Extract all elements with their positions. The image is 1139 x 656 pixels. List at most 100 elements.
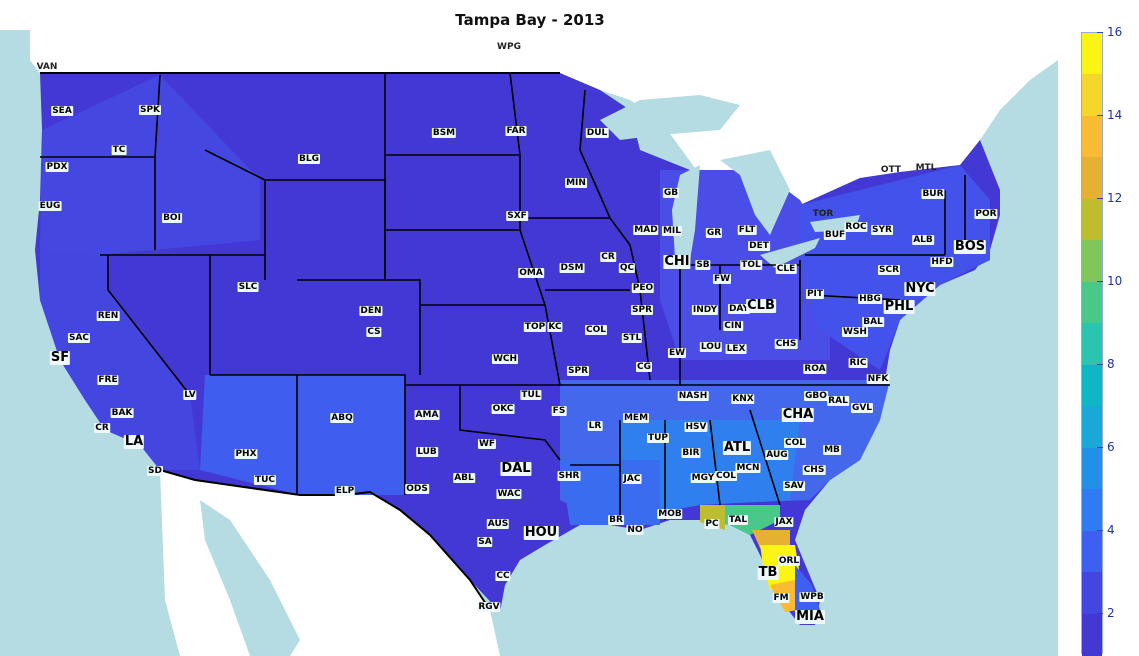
city-label: FLT — [737, 225, 757, 235]
city-label: GB — [662, 188, 680, 198]
city-label: DAL — [500, 461, 532, 476]
city-label: TAL — [727, 515, 749, 525]
city-label: WF — [477, 439, 497, 449]
city-label: PHX — [234, 449, 258, 459]
city-label: CIN — [723, 321, 743, 331]
city-label: SYR — [871, 225, 893, 235]
colorbar-bin — [1082, 281, 1102, 325]
city-label: SD — [147, 466, 163, 476]
city-label: DSM — [559, 263, 585, 273]
city-label: BLG — [298, 154, 320, 164]
city-label: COL — [585, 325, 607, 335]
city-label: PDX — [45, 162, 69, 172]
colorbar-tick-label: 6 — [1107, 439, 1115, 454]
map-title: Tampa Bay - 2013 — [455, 11, 605, 29]
city-label: AUG — [765, 450, 789, 460]
city-label: MB — [823, 445, 841, 455]
city-label: LA — [123, 434, 145, 449]
city-label: BSM — [431, 128, 457, 138]
city-label: ABQ — [330, 413, 354, 423]
city-label: BOI — [162, 213, 182, 223]
city-label: OKC — [491, 404, 515, 414]
colorbar-tick-label: 16 — [1107, 25, 1123, 39]
city-label: FM — [772, 593, 790, 603]
city-label: WPG — [497, 42, 521, 52]
city-label: WAC — [496, 489, 522, 499]
colorbar-tick-mark — [1097, 32, 1103, 33]
city-label: NFK — [866, 374, 890, 384]
city-label: BOS — [953, 239, 987, 254]
northwest-region — [40, 75, 260, 255]
us-mexico-border — [159, 469, 491, 611]
gulf-of-california — [200, 500, 300, 656]
colorbar-tick-mark — [1097, 363, 1103, 365]
colorbar-tick-label: 4 — [1107, 522, 1115, 537]
city-label: MTL — [915, 163, 937, 173]
city-label: MOB — [657, 509, 683, 519]
colorbar-tick-mark — [1097, 114, 1103, 116]
city-label: NASH — [677, 391, 709, 401]
city-label: ODS — [405, 484, 429, 494]
city-label: TUC — [253, 475, 277, 485]
city-label: KC — [547, 322, 563, 332]
city-label: CR — [600, 252, 616, 262]
city-label: ROC — [844, 222, 868, 232]
colorbar-bin — [1082, 489, 1102, 532]
city-label: NO — [626, 525, 644, 535]
city-label: SLC — [237, 282, 259, 292]
city-label: SB — [695, 260, 711, 270]
city-label: RAL — [827, 396, 849, 406]
city-label: SA — [477, 537, 493, 547]
city-label: VAN — [36, 62, 58, 72]
colorbar-tick-label: 2 — [1107, 605, 1115, 620]
colorbar — [1081, 32, 1103, 656]
city-label: PEO — [631, 283, 655, 293]
colorbar-bin — [1082, 115, 1102, 159]
city-label: CHS — [802, 465, 826, 475]
city-label: TC — [111, 145, 127, 155]
city-label: NYC — [904, 281, 936, 296]
colorbar-bin — [1082, 406, 1102, 449]
city-label: PIT — [805, 289, 825, 299]
city-label: GR — [705, 228, 723, 238]
city-label: HOU — [523, 525, 559, 540]
colorbar-bin — [1082, 447, 1102, 491]
city-label: JAX — [774, 517, 794, 527]
colorbar-tick-mark — [1097, 612, 1103, 614]
city-label: LR — [587, 421, 603, 431]
colorbar-tick-mark — [1097, 280, 1103, 282]
city-label: ATL — [722, 440, 752, 455]
city-label: CHI — [663, 254, 691, 269]
city-label: INDY — [691, 305, 719, 315]
city-label: BAK — [110, 408, 134, 418]
colorbar-tick-mark — [1097, 529, 1103, 531]
colorbar-bin — [1082, 33, 1102, 76]
city-label: LOU — [699, 342, 723, 352]
city-label: MIN — [565, 178, 587, 188]
city-label: GBO — [804, 391, 828, 401]
city-label: ORL — [777, 556, 801, 566]
colorbar-bin — [1082, 240, 1102, 283]
city-label: WSH — [842, 327, 868, 337]
city-label: PHL — [883, 299, 915, 314]
city-label: FAR — [505, 126, 527, 136]
city-label: CC — [495, 571, 511, 581]
city-label: TOP — [523, 322, 547, 332]
city-label: TOL — [740, 260, 762, 270]
city-label: TB — [757, 565, 779, 580]
city-label: POR — [974, 209, 998, 219]
city-label: CLB — [746, 298, 776, 313]
city-label: WPB — [799, 592, 825, 602]
city-label: MAD — [633, 225, 659, 235]
city-label: MIL — [661, 226, 683, 236]
colorbar-bin — [1082, 74, 1102, 117]
colorbar-bin — [1082, 364, 1102, 408]
city-label: SCR — [877, 265, 901, 275]
city-label: CHA — [781, 407, 815, 422]
city-label: SEA — [51, 106, 73, 116]
city-label: CS — [366, 327, 382, 337]
southwest-region — [200, 375, 405, 495]
city-label: BIR — [681, 448, 701, 458]
city-label: JAC — [622, 474, 642, 484]
city-label: LEX — [725, 344, 747, 354]
